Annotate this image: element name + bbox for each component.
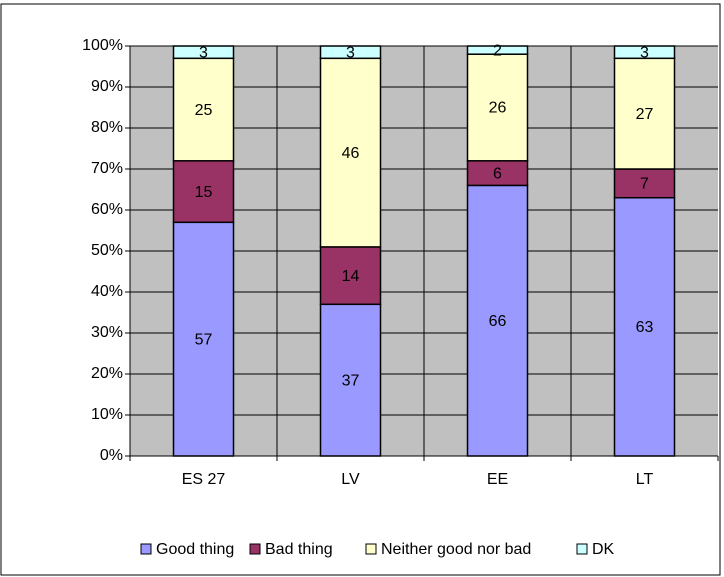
legend-swatch: [365, 543, 377, 555]
data-label: 66: [489, 313, 507, 330]
y-tick-label: 90%: [91, 78, 123, 95]
data-label: 3: [199, 44, 208, 61]
x-tick-label: ES 27: [182, 471, 226, 488]
bar-segment: [613, 57, 676, 170]
y-tick-label: 30%: [91, 324, 123, 341]
y-tick-label: 60%: [91, 201, 123, 218]
data-label: 26: [489, 100, 507, 117]
bar-segment: [613, 45, 676, 60]
bar-segment: [319, 45, 382, 60]
bar-segment: [466, 45, 529, 55]
bar-segment: [466, 53, 529, 162]
bar-segment: [172, 57, 235, 162]
bar-segment: [319, 303, 382, 457]
data-label: 3: [346, 44, 355, 61]
data-label: 3: [640, 44, 649, 61]
data-label: 46: [342, 145, 360, 162]
data-label: 25: [195, 102, 213, 119]
legend-label: Good thing: [156, 541, 234, 558]
y-tick-label: 40%: [91, 283, 123, 300]
y-tick-label: 70%: [91, 160, 123, 177]
data-label: 7: [640, 176, 649, 193]
y-tick-label: 0%: [100, 447, 123, 464]
y-tick-label: 100%: [82, 37, 123, 54]
x-tick-label: LT: [636, 471, 654, 488]
x-tick-label: LV: [341, 471, 360, 488]
legend-swatch: [249, 543, 261, 555]
bar-segment: [613, 168, 676, 199]
legend-swatch: [576, 543, 588, 555]
bar-segment: [172, 221, 235, 457]
y-tick-label: 50%: [91, 242, 123, 259]
data-label: 57: [195, 331, 213, 348]
y-tick-label: 10%: [91, 406, 123, 423]
legend-label: Neither good nor bad: [381, 541, 531, 558]
data-label: 6: [493, 165, 502, 182]
x-tick-label: EE: [487, 471, 508, 488]
bar-segment: [466, 184, 529, 457]
data-label: 63: [636, 319, 654, 336]
bar-segment: [319, 246, 382, 306]
data-label: 15: [195, 184, 213, 201]
legend-swatch: [140, 543, 152, 555]
data-label: 14: [342, 268, 360, 285]
bar-segment: [172, 45, 235, 60]
bar-segment: [613, 196, 676, 457]
data-label: 27: [636, 106, 654, 123]
data-label: 37: [342, 372, 360, 389]
y-tick-label: 20%: [91, 365, 123, 382]
legend-label: Bad thing: [265, 541, 333, 558]
legend-label: DK: [592, 541, 615, 558]
bar-segment: [172, 160, 235, 224]
bar-segment: [466, 160, 529, 187]
bar-segment: [319, 57, 382, 248]
data-label: 2: [493, 42, 502, 59]
y-tick-label: 80%: [91, 119, 123, 136]
